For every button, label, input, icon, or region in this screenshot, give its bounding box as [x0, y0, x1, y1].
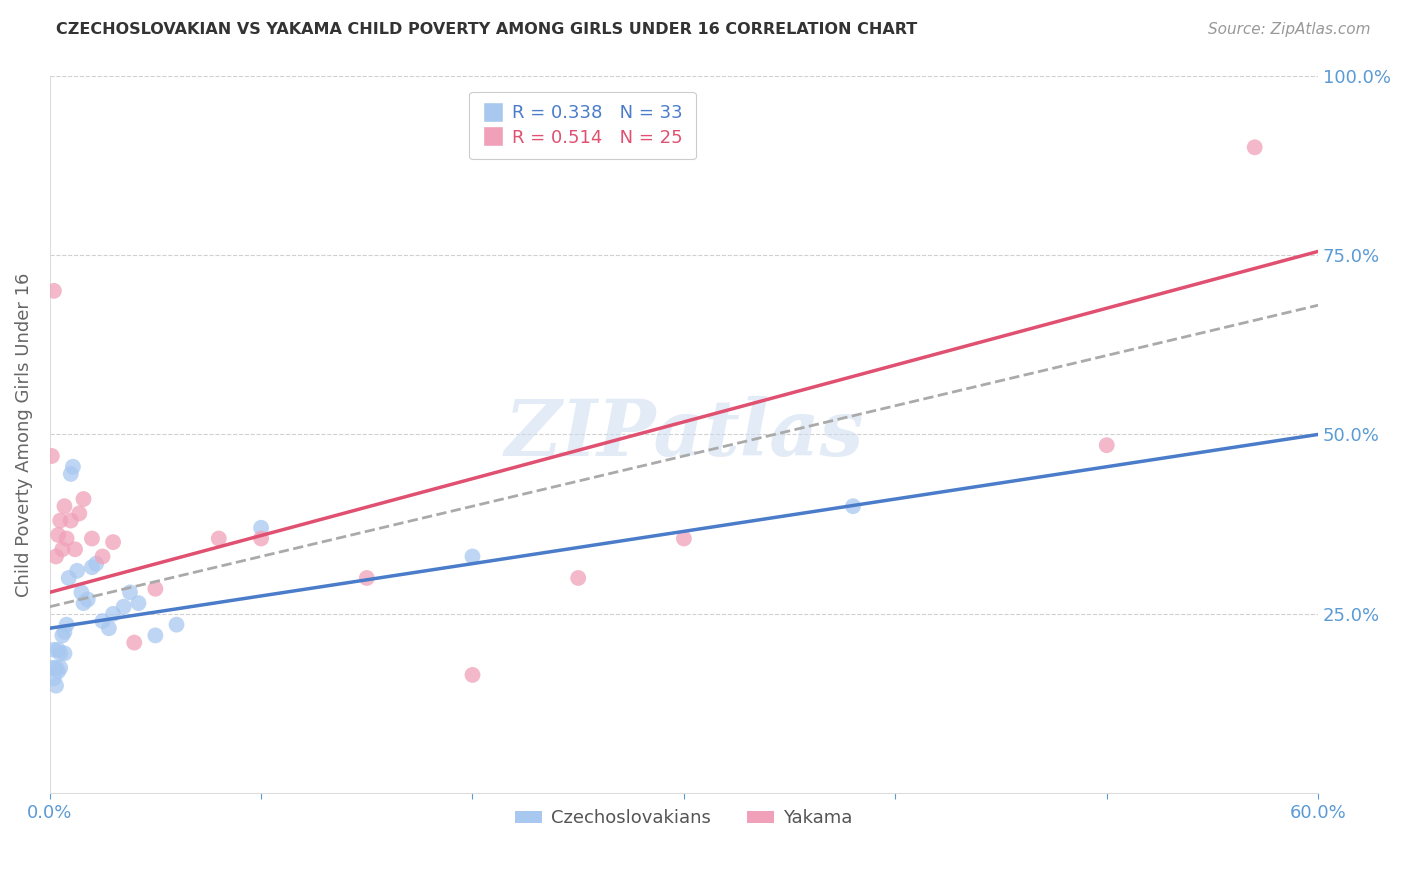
Point: [672, 532, 695, 546]
Point: [49, 661, 72, 675]
Point: [53, 500, 76, 514]
Y-axis label: Child Poverty Among Girls Under 16: Child Poverty Among Girls Under 16: [15, 272, 32, 597]
Point: [42, 284, 65, 298]
Point: [127, 596, 149, 610]
Point: [45, 549, 67, 564]
Point: [46, 528, 69, 542]
Point: [91, 549, 114, 564]
Point: [41, 661, 63, 675]
Point: [67, 507, 90, 521]
Point: [1243, 140, 1265, 154]
Point: [49, 514, 72, 528]
Point: [250, 521, 273, 535]
Point: [101, 607, 124, 621]
Point: [842, 500, 865, 514]
Point: [51, 628, 73, 642]
Point: [91, 614, 114, 628]
Point: [58, 571, 80, 585]
Point: [41, 449, 63, 463]
Point: [55, 532, 77, 546]
Point: [118, 585, 141, 599]
Point: [42, 642, 65, 657]
Point: [45, 679, 67, 693]
Point: [46, 665, 69, 679]
Point: [101, 535, 124, 549]
Point: [250, 532, 273, 546]
Point: [97, 621, 120, 635]
Point: [66, 564, 89, 578]
Point: [112, 599, 135, 614]
Point: [46, 642, 69, 657]
Point: [72, 491, 94, 506]
Point: [461, 668, 484, 682]
Text: ZIPatlas: ZIPatlas: [505, 396, 863, 473]
Point: [145, 582, 167, 596]
Point: [51, 542, 73, 557]
Point: [59, 514, 82, 528]
Point: [84, 557, 107, 571]
Point: [72, 596, 94, 610]
Point: [63, 542, 86, 557]
Point: [76, 592, 98, 607]
Point: [42, 672, 65, 686]
Point: [567, 571, 589, 585]
Point: [166, 617, 188, 632]
Point: [122, 635, 145, 649]
Point: [59, 467, 82, 481]
Point: [461, 549, 484, 564]
Point: [62, 459, 84, 474]
Point: [53, 646, 76, 660]
Point: [45, 661, 67, 675]
Point: [1095, 438, 1118, 452]
Legend: Czechoslovakians, Yakama: Czechoslovakians, Yakama: [508, 802, 860, 835]
Point: [80, 532, 103, 546]
Point: [49, 646, 72, 660]
Point: [53, 624, 76, 639]
Point: [145, 628, 167, 642]
Point: [356, 571, 378, 585]
Point: [80, 560, 103, 574]
Text: CZECHOSLOVAKIAN VS YAKAMA CHILD POVERTY AMONG GIRLS UNDER 16 CORRELATION CHART: CZECHOSLOVAKIAN VS YAKAMA CHILD POVERTY …: [56, 22, 918, 37]
Point: [55, 617, 77, 632]
Point: [208, 532, 231, 546]
Text: Source: ZipAtlas.com: Source: ZipAtlas.com: [1208, 22, 1371, 37]
Point: [70, 585, 93, 599]
